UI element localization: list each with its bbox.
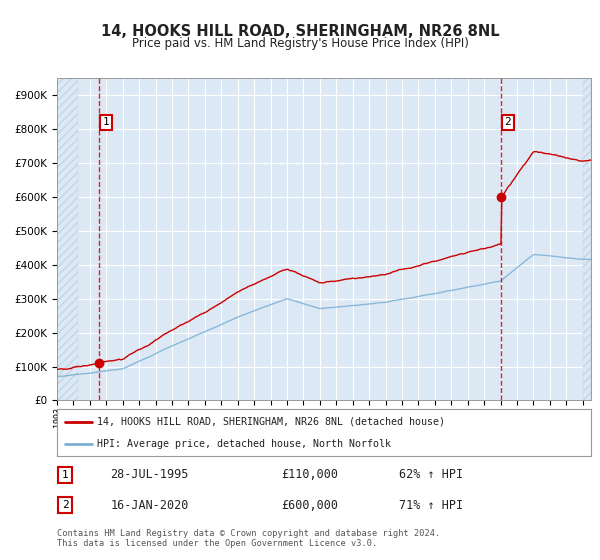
Text: 1: 1	[62, 470, 68, 480]
Text: Price paid vs. HM Land Registry's House Price Index (HPI): Price paid vs. HM Land Registry's House …	[131, 37, 469, 50]
Text: Contains HM Land Registry data © Crown copyright and database right 2024.
This d: Contains HM Land Registry data © Crown c…	[57, 529, 440, 548]
Text: 14, HOOKS HILL ROAD, SHERINGHAM, NR26 8NL: 14, HOOKS HILL ROAD, SHERINGHAM, NR26 8N…	[101, 24, 499, 39]
Bar	[583, 78, 591, 400]
Text: 62% ↑ HPI: 62% ↑ HPI	[399, 468, 463, 482]
Text: 28-JUL-1995: 28-JUL-1995	[110, 468, 189, 482]
Text: 1: 1	[103, 118, 109, 128]
Text: £600,000: £600,000	[281, 498, 338, 512]
Text: 16-JAN-2020: 16-JAN-2020	[110, 498, 189, 512]
Text: HPI: Average price, detached house, North Norfolk: HPI: Average price, detached house, Nort…	[97, 438, 391, 449]
Text: 71% ↑ HPI: 71% ↑ HPI	[399, 498, 463, 512]
Text: 2: 2	[505, 118, 511, 128]
Text: £110,000: £110,000	[281, 468, 338, 482]
Text: 2: 2	[62, 500, 68, 510]
Bar	[57, 78, 79, 400]
Text: 14, HOOKS HILL ROAD, SHERINGHAM, NR26 8NL (detached house): 14, HOOKS HILL ROAD, SHERINGHAM, NR26 8N…	[97, 417, 445, 427]
